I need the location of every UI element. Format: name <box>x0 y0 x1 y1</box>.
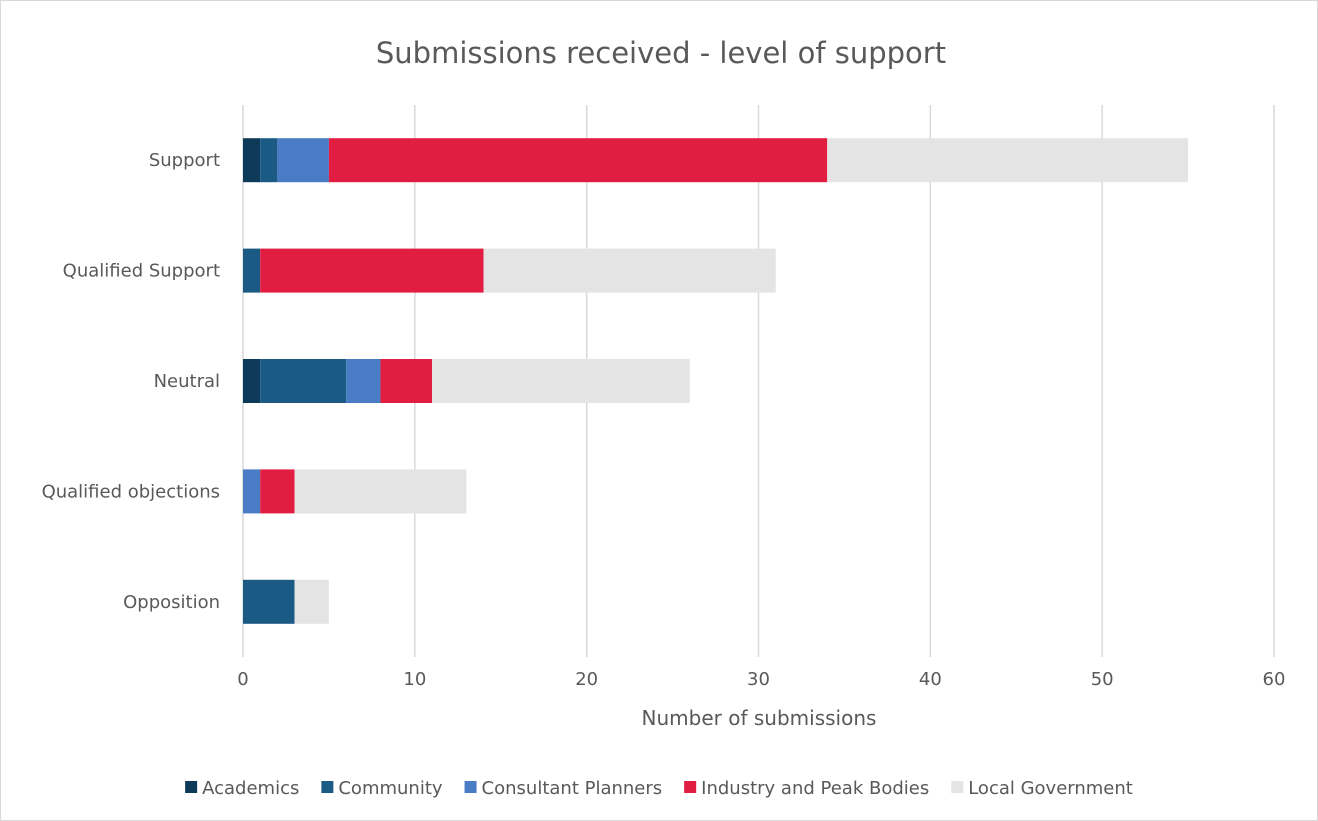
x-tick-label: 0 <box>237 669 248 690</box>
bar-segment-community <box>243 249 260 293</box>
legend-label: Academics <box>202 778 299 799</box>
category-label: Support <box>149 150 220 171</box>
bar-segment-community <box>260 138 277 182</box>
bar-segment-community <box>243 580 295 624</box>
x-tick-label: 60 <box>1263 669 1286 690</box>
bar-segment-consultant-planners <box>243 469 260 513</box>
bar-segment-industry-and-peak-bodies <box>380 359 432 403</box>
x-tick-label: 40 <box>919 669 942 690</box>
bar-segment-local-government <box>827 138 1188 182</box>
x-tick-label: 20 <box>575 669 598 690</box>
x-axis-title: Number of submissions <box>642 706 877 730</box>
legend-swatch <box>465 781 477 793</box>
chart-title: Submissions received - level of support <box>376 36 946 70</box>
legend-swatch <box>321 781 333 793</box>
legend-label: Industry and Peak Bodies <box>701 778 929 799</box>
bar-segment-community <box>260 359 346 403</box>
bar-segment-academics <box>243 359 260 403</box>
bar-segment-local-government <box>295 469 467 513</box>
bar-segment-local-government <box>484 249 776 293</box>
bar-segment-consultant-planners <box>277 138 329 182</box>
x-tick-label: 50 <box>1091 669 1114 690</box>
category-label: Neutral <box>154 371 220 392</box>
legend-label: Local Government <box>968 778 1133 799</box>
x-axis-tick-labels: 0 10 20 30 40 50 60 <box>237 669 1285 690</box>
bar-segment-industry-and-peak-bodies <box>260 469 294 513</box>
bar-segment-academics <box>243 138 260 182</box>
legend-label: Community <box>338 778 443 799</box>
bar-segment-local-government <box>295 580 329 624</box>
legend-swatch <box>185 781 197 793</box>
bar-segment-consultant-planners <box>346 359 380 403</box>
legend-label: Consultant Planners <box>482 778 663 799</box>
category-label: Qualified Support <box>63 261 220 282</box>
category-label: Qualified objections <box>42 481 220 502</box>
bar-segment-industry-and-peak-bodies <box>329 138 827 182</box>
legend-swatch <box>684 781 696 793</box>
category-label: Opposition <box>123 592 220 613</box>
x-tick-label: 30 <box>747 669 770 690</box>
bar-segment-industry-and-peak-bodies <box>260 249 483 293</box>
legend-swatch <box>951 781 963 793</box>
legend: Academics Community Consultant Planners Ind… <box>185 778 1133 799</box>
bar-segment-local-government <box>432 359 690 403</box>
x-tick-label: 10 <box>403 669 426 690</box>
category-labels: Support Qualified Support Neutral Qualified… <box>42 150 220 613</box>
bars <box>243 138 1188 624</box>
